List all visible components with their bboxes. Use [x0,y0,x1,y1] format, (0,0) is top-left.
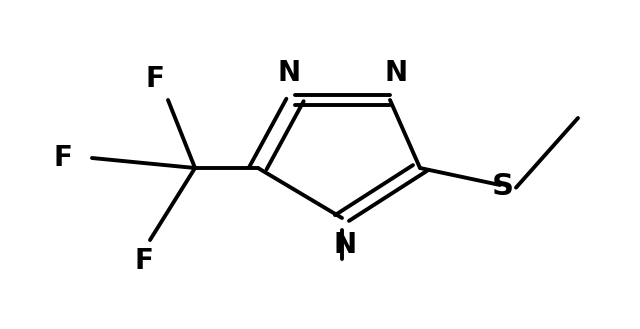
Text: N: N [277,59,300,87]
Text: N: N [333,231,356,259]
Text: N: N [385,59,408,87]
Text: S: S [492,172,514,201]
Text: F: F [134,246,153,275]
Text: F: F [146,65,164,93]
Text: F: F [54,144,73,172]
